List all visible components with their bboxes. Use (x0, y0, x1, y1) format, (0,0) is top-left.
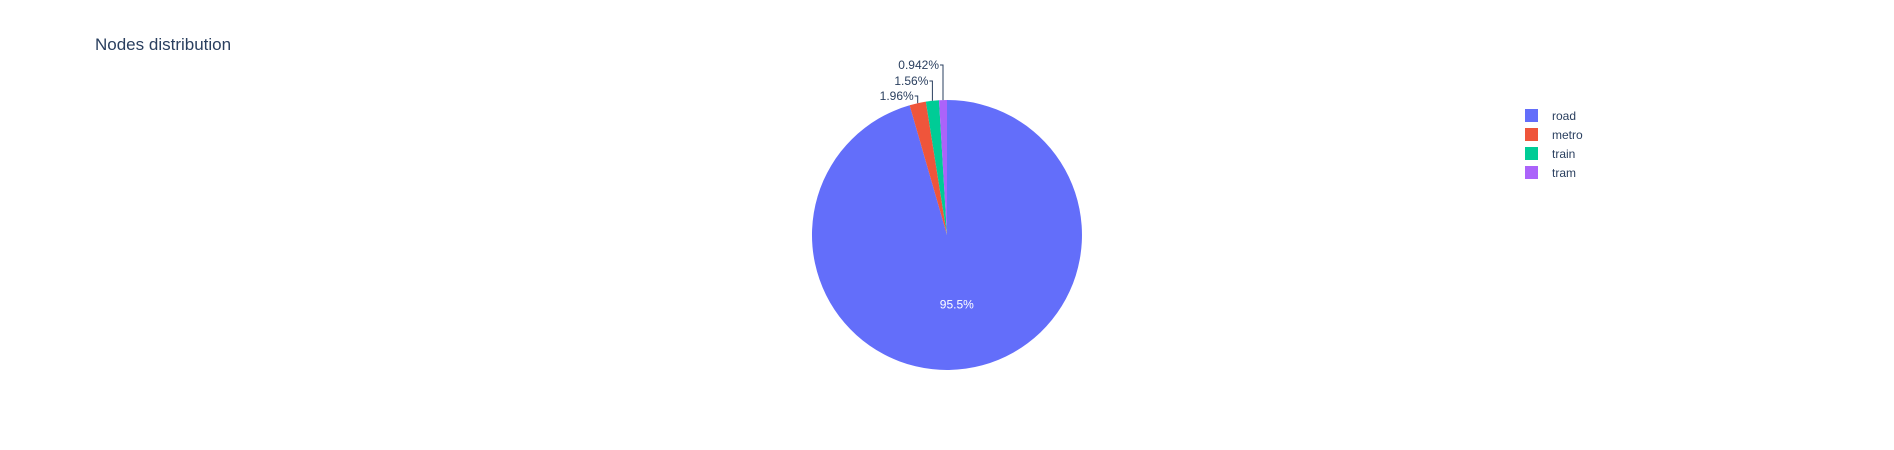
legend-item-train[interactable]: train (1525, 147, 1575, 161)
legend-swatch-road (1525, 109, 1538, 122)
slice-label-train: 1.56% (894, 74, 928, 88)
leader-line-metro (914, 95, 919, 104)
slice-labels: 95.5% 1.96%1.56% 0.942% (880, 58, 974, 312)
legend-label-train: train (1552, 147, 1575, 161)
legend-swatch-train (1525, 147, 1538, 160)
slice-label-road: 95.5% (940, 298, 974, 312)
legend-label-tram: tram (1552, 166, 1576, 180)
legend-item-road[interactable]: road (1525, 109, 1576, 123)
legend-swatch-metro (1525, 128, 1538, 141)
chart-title: Nodes distribution (95, 35, 231, 54)
pie-slice-tram[interactable] (939, 100, 947, 235)
legend-label-metro: metro (1552, 128, 1583, 142)
leader-line-train (929, 80, 933, 101)
legend-item-metro[interactable]: metro (1525, 128, 1583, 142)
leader-line-tram (940, 64, 944, 101)
slice-label-tram: 0.942% (898, 58, 939, 72)
legend-swatch-tram (1525, 166, 1538, 179)
pie-slice-road[interactable] (811, 100, 1082, 371)
slice-label-metro: 1.96% (880, 89, 914, 103)
pie-slices (811, 100, 1082, 371)
pie-slice-train[interactable] (925, 100, 947, 236)
legend-label-road: road (1552, 109, 1576, 123)
legend-item-tram[interactable]: tram (1525, 166, 1576, 180)
pie-slice-metro[interactable] (909, 101, 947, 235)
legend: road metro train tram (1525, 109, 1583, 180)
leader-lines (914, 64, 944, 104)
